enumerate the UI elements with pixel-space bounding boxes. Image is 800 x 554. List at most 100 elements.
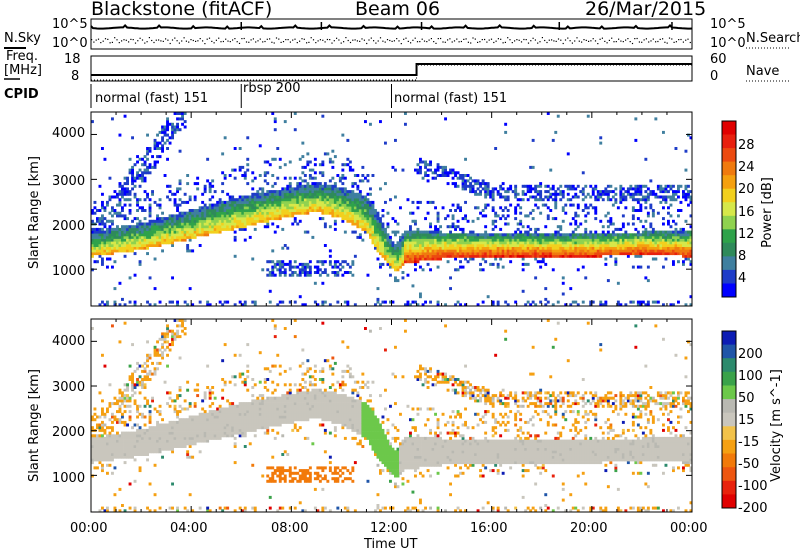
velocity-cell [146, 356, 149, 360]
power-cell [256, 203, 260, 207]
power-cell [429, 241, 432, 245]
power-cell [461, 230, 465, 234]
power-cell [191, 225, 195, 229]
power-cell [589, 241, 593, 245]
velocity-cell [186, 509, 190, 513]
power-cell [133, 184, 137, 188]
power-cell [293, 206, 297, 210]
velocity-cell [98, 442, 102, 446]
velocity-cell [131, 450, 134, 454]
power-cell [106, 230, 109, 234]
power-cell [126, 235, 129, 239]
power-cell [596, 238, 600, 242]
power-cell [399, 257, 402, 261]
power-cell [253, 214, 257, 218]
power-cell [261, 217, 265, 221]
velocity-cell [113, 415, 117, 419]
power-cell [161, 211, 164, 215]
power-cell [181, 238, 184, 242]
power-cell [206, 157, 210, 161]
velocity-cell [156, 431, 159, 435]
power-cell [233, 176, 237, 180]
power-cell [409, 303, 412, 307]
power-cell [509, 203, 513, 207]
power-cell [689, 246, 693, 250]
power-cell [451, 235, 455, 239]
power-cell [156, 219, 159, 223]
velocity-cell [188, 404, 192, 408]
power-cell [386, 238, 390, 242]
power-cell [218, 300, 222, 304]
power-cell [559, 190, 563, 194]
power-cell [454, 303, 457, 307]
velocity-cell [208, 410, 212, 414]
power-cell [293, 176, 297, 180]
power-cell [639, 244, 643, 247]
power-cell [141, 246, 144, 250]
power-cell [664, 241, 668, 245]
power-cell [511, 235, 515, 239]
power-cell [519, 238, 523, 242]
power-cell [141, 209, 144, 212]
power-cell [371, 222, 375, 226]
power-cell [231, 214, 235, 218]
power-cell [456, 238, 460, 242]
velocity-cell [198, 434, 202, 438]
power-cell [574, 244, 578, 247]
power-cell [586, 238, 590, 242]
power-cell [228, 211, 232, 215]
velocity-cell [191, 426, 195, 430]
power-cell [181, 233, 184, 237]
power-cell [379, 219, 382, 223]
power-cell [146, 192, 149, 196]
power-cell [391, 300, 395, 304]
power-cell [333, 214, 337, 218]
power-cell [303, 265, 307, 269]
power-cell [689, 198, 693, 202]
power-cell [596, 252, 600, 256]
power-cell [559, 244, 563, 247]
power-cell [441, 174, 445, 177]
power-cell [416, 303, 420, 307]
power-cell [636, 192, 640, 196]
power-cell [213, 222, 217, 226]
power-cell [471, 187, 475, 191]
velocity-cell [106, 410, 109, 414]
power-cell [379, 225, 382, 229]
power-cell [143, 163, 147, 167]
power-cell [186, 219, 190, 223]
power-cell [361, 209, 365, 212]
power-cell [677, 214, 680, 218]
power-cell [524, 244, 528, 247]
velocity-cell [108, 442, 112, 446]
power-cell [183, 214, 187, 218]
velocity-cell [216, 407, 220, 411]
power-cell [191, 233, 195, 237]
power-cell [128, 300, 132, 304]
power-cell [466, 249, 470, 253]
power-cell [564, 211, 568, 215]
power-cell [584, 241, 588, 245]
power-cell [181, 235, 184, 239]
power-cell [201, 227, 205, 231]
velocity-cell [186, 450, 190, 454]
power-cell [481, 254, 485, 258]
power-cell [221, 152, 225, 156]
power-cell [113, 260, 117, 264]
power-cell [596, 190, 600, 194]
power-cell [644, 252, 648, 256]
power-cell [188, 230, 192, 234]
power-cell [101, 230, 104, 234]
power-cell [449, 235, 452, 239]
velocity-cell [118, 439, 122, 443]
power-cell [168, 198, 172, 202]
power-cell [606, 184, 610, 188]
power-cell [426, 200, 430, 204]
power-cell [674, 238, 678, 242]
power-cell [246, 211, 250, 215]
power-cell [206, 206, 210, 210]
power-cell [506, 249, 510, 253]
power-cell [406, 260, 410, 264]
power-cell [626, 244, 630, 247]
power-cell [596, 192, 600, 196]
